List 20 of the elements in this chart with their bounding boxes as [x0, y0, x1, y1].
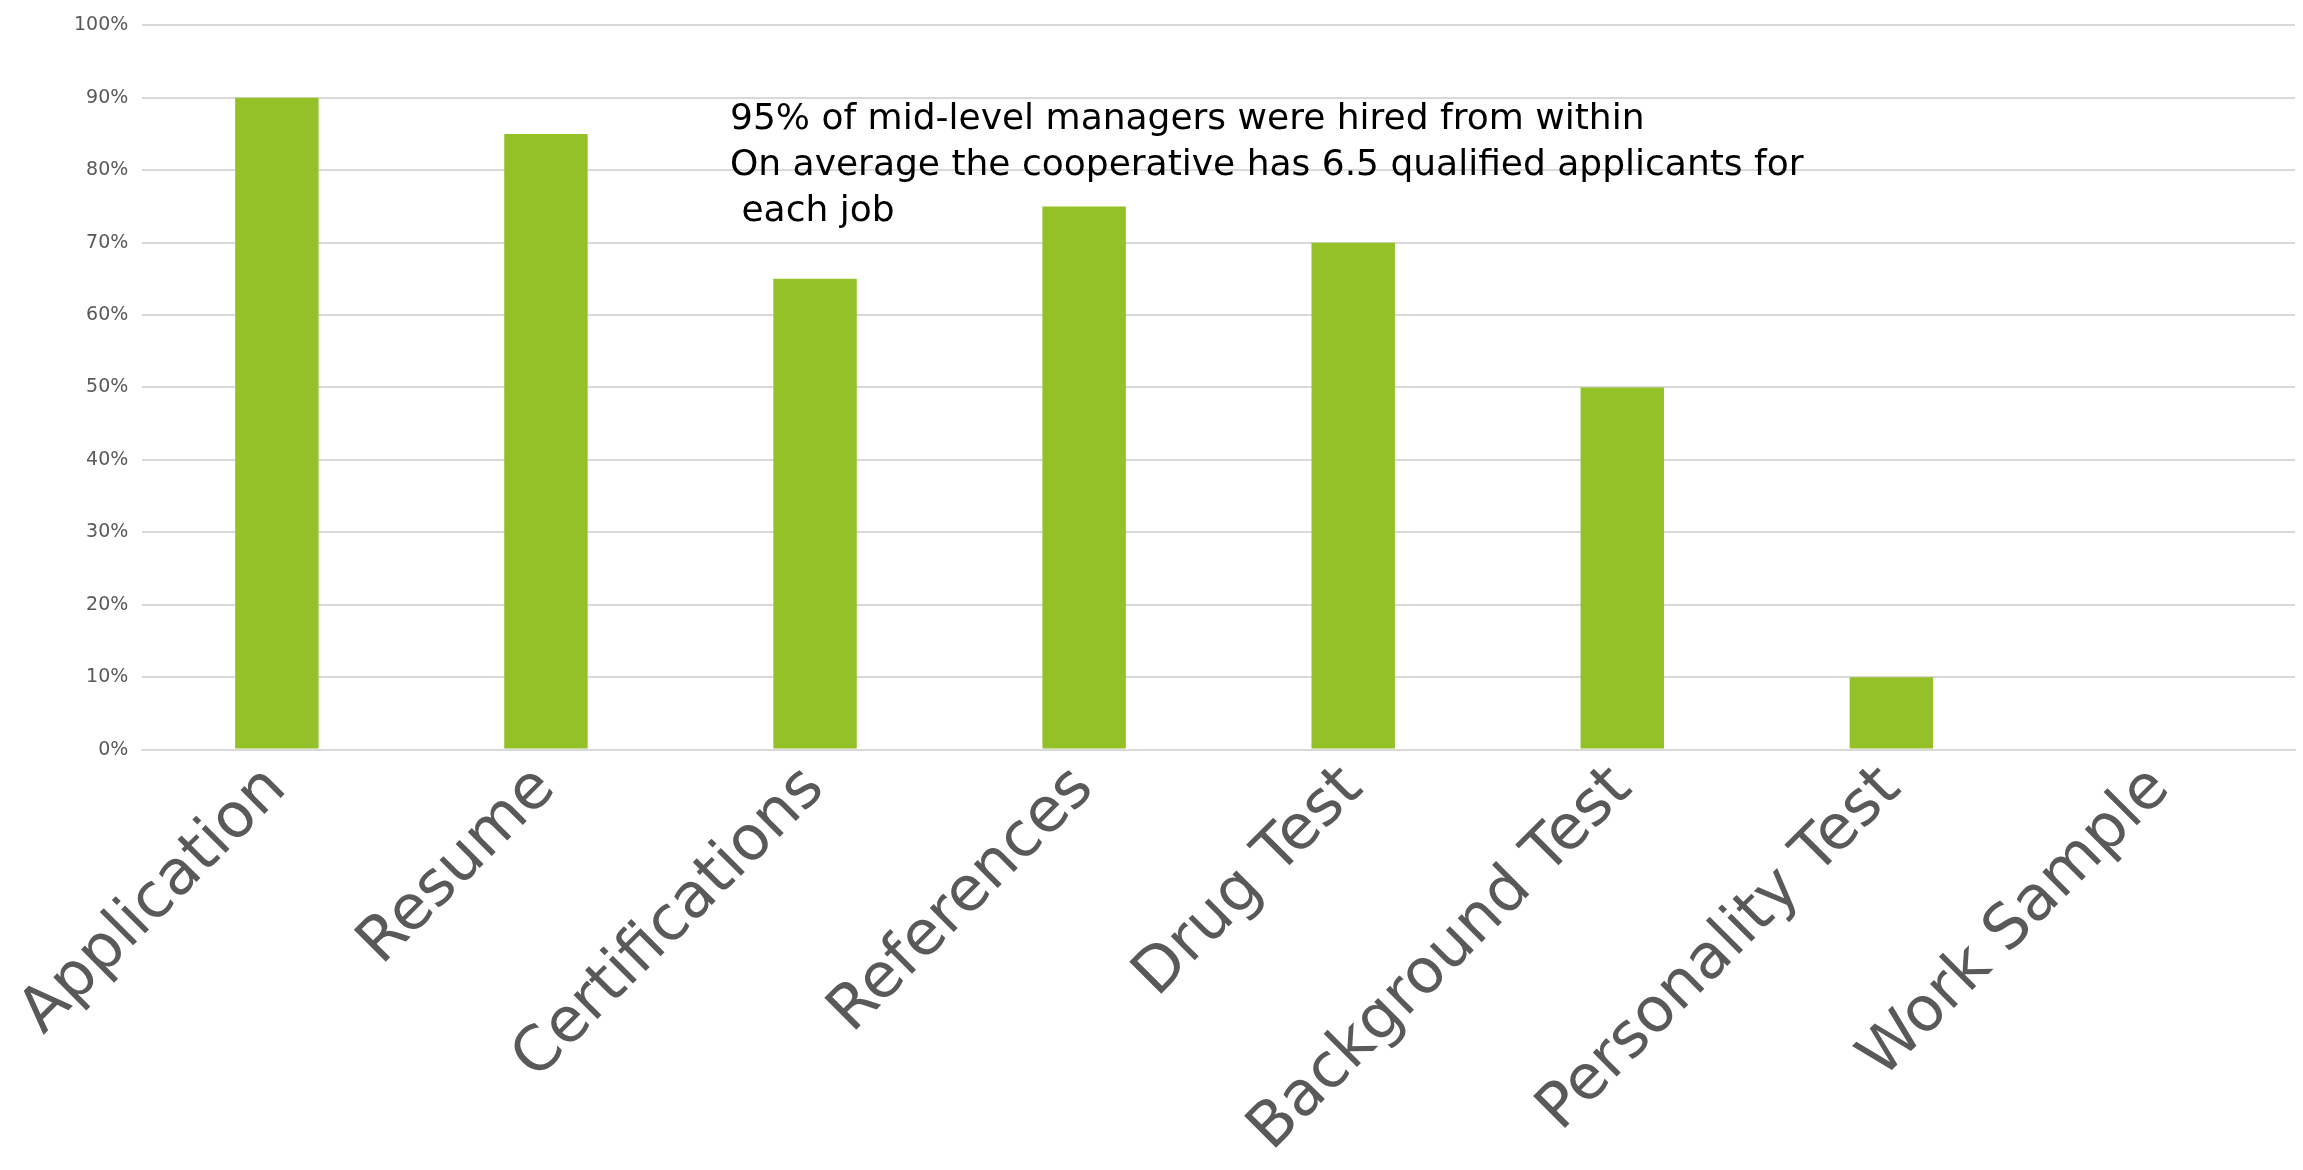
y-tick-label: 30%: [86, 519, 129, 542]
bar: [1311, 242, 1395, 749]
y-tick-label: 90%: [86, 84, 129, 107]
bar: [1580, 387, 1664, 749]
bar: [504, 134, 588, 749]
bar: [235, 97, 319, 749]
y-tick-label: 40%: [86, 446, 129, 469]
annotation: 95% of mid-level managers were hired from within: [730, 96, 1645, 138]
bar: [773, 278, 857, 749]
bar: [1042, 206, 1126, 749]
y-tick-label: 70%: [86, 229, 129, 252]
y-tick-label: 60%: [86, 302, 129, 325]
y-tick-label: 10%: [86, 664, 129, 687]
bar: [1849, 677, 1934, 749]
y-tick-label: 80%: [86, 157, 129, 180]
y-tick-label: 0%: [98, 736, 129, 759]
y-tick-label: 50%: [86, 374, 129, 397]
annotation: On average the cooperative has 6.5 qualified applicants for each job: [730, 142, 1804, 230]
y-tick-label: 100%: [73, 12, 129, 35]
y-tick-label: 20%: [86, 591, 129, 614]
